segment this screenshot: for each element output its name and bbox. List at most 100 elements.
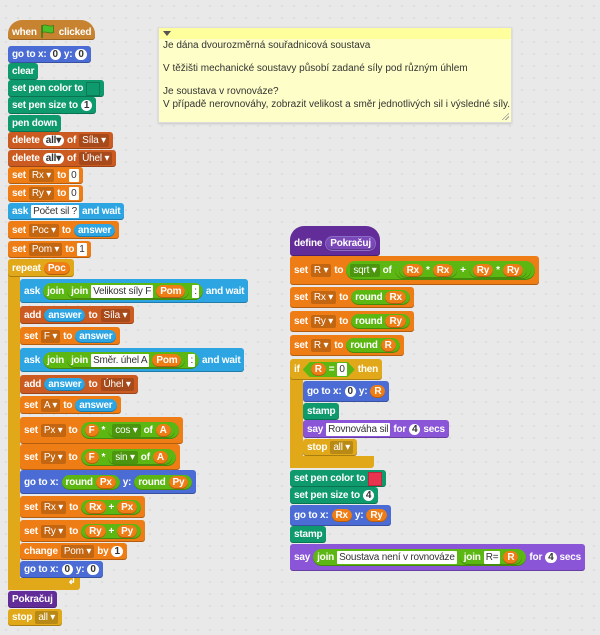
text-input[interactable]: : <box>188 353 196 367</box>
left-script-block[interactable]: stop all ▾ <box>8 609 63 626</box>
color-swatch[interactable] <box>86 81 101 96</box>
left-script-block[interactable]: set pen color to <box>8 80 105 97</box>
operator-reporter[interactable]: join Soustava není v rovnováze join R= R <box>313 549 527 566</box>
right-script-block[interactable]: set R ▾ to round R <box>290 335 404 356</box>
operator-reporter[interactable]: join R= R <box>459 550 523 565</box>
dropdown[interactable]: all ▾ <box>330 441 354 454</box>
number-input[interactable]: 1 <box>111 546 123 557</box>
variable-reporter[interactable]: Rx <box>331 509 352 522</box>
dropdown[interactable]: Poc ▾ <box>28 223 59 237</box>
left-script-block[interactable]: add answer to Síla ▾ <box>20 306 135 324</box>
number-input[interactable]: 0 <box>87 564 99 575</box>
variable-reporter[interactable]: R <box>311 363 326 376</box>
dropdown[interactable]: Ry ▾ <box>310 315 337 328</box>
left-script-block[interactable]: set Pom ▾ to 1 <box>8 241 91 258</box>
variable-reporter[interactable]: Rx <box>432 264 454 277</box>
text-input[interactable]: R= <box>483 551 501 564</box>
left-script-block[interactable]: set pen size to 1 <box>8 97 97 114</box>
left-script-block[interactable]: add answer to Úhel ▾ <box>20 375 138 394</box>
operator-reporter[interactable]: round Ry <box>351 314 410 329</box>
right-script-block[interactable]: go to x: 0 y: R <box>303 381 390 402</box>
operator-reporter[interactable]: join Velikost síly F Pom <box>67 283 190 299</box>
left-script-block[interactable]: delete all▾ of Síla ▾ <box>8 132 113 149</box>
variable-reporter[interactable]: R <box>370 385 386 398</box>
right-script-block[interactable]: stamp <box>303 403 340 420</box>
variable-reporter[interactable]: R <box>503 551 519 564</box>
variable-reporter[interactable]: Rx <box>402 264 424 277</box>
left-script-block[interactable]: set Poc ▾ to answer <box>8 221 120 239</box>
operator-reporter[interactable]: Rx + Px <box>81 499 142 515</box>
left-script-block[interactable]: set Ry ▾ to Ry + Py <box>20 520 146 542</box>
variable-reporter[interactable]: Rx <box>385 291 406 304</box>
dropdown[interactable]: Síla ▾ <box>100 308 131 322</box>
left-script-block[interactable]: set F ▾ to answer <box>20 327 121 345</box>
dropdown[interactable]: sqrt ▾ <box>350 264 380 277</box>
text-input[interactable]: Rovnováha sil <box>326 422 391 436</box>
right-script-block[interactable]: set Ry ▾ to round Ry <box>290 311 414 332</box>
dropdown[interactable]: Ry ▾ <box>28 187 55 200</box>
left-script-block[interactable]: Pokračuj <box>8 591 57 608</box>
right-script-block[interactable]: say Rovnováha sil for 4 secs <box>303 420 449 438</box>
boolean-condition[interactable]: R = 0 <box>303 362 355 377</box>
comment-header[interactable] <box>159 28 511 39</box>
variable-reporter[interactable]: A <box>152 450 168 464</box>
dropdown[interactable]: cos ▾ <box>112 424 141 437</box>
dropdown[interactable]: Py ▾ <box>40 450 66 464</box>
right-script-block[interactable]: if R = 0 then <box>290 359 383 380</box>
operator-reporter[interactable]: join Směr. úhel A Pom <box>67 352 186 368</box>
left-script-block[interactable]: ask join join Velikost síly F Pom: and wait <box>20 279 249 303</box>
dropdown[interactable]: Rx ▾ <box>40 500 67 514</box>
number-input[interactable]: 1 <box>80 100 93 111</box>
dropdown[interactable]: Úhel ▾ <box>100 378 134 391</box>
right-script-block[interactable]: set R ▾ to sqrt ▾ of Rx * Rx + Ry * Ry <box>290 256 540 285</box>
answer-reporter[interactable]: answer <box>75 398 117 412</box>
operator-reporter[interactable]: Ry + Py <box>81 523 142 539</box>
left-script-block[interactable]: set Px ▾ to F * cos ▾ of A <box>20 417 183 444</box>
dropdown[interactable]: Rx ▾ <box>310 291 337 304</box>
variable-reporter[interactable]: Pom <box>156 284 186 298</box>
collapse-triangle-icon[interactable] <box>163 31 171 36</box>
left-script-block[interactable]: repeat Poc <box>8 259 74 277</box>
text-input[interactable]: 0 <box>339 364 345 375</box>
operator-reporter[interactable]: join join Směr. úhel A Pom: <box>43 351 200 369</box>
right-script-block[interactable]: define Pokračuj <box>290 226 380 256</box>
dropdown[interactable]: sin ▾ <box>112 450 138 464</box>
number-input[interactable]: 0 <box>49 49 61 60</box>
left-script-block[interactable]: set Py ▾ to F * sin ▾ of A <box>20 444 180 470</box>
dropdown[interactable]: Síla ▾ <box>79 134 109 147</box>
number-input[interactable]: 0 <box>75 49 87 60</box>
dropdown[interactable]: F ▾ <box>40 329 61 343</box>
operator-reporter[interactable]: Ry * Ry <box>468 263 528 278</box>
operator-reporter[interactable]: round R <box>346 338 400 353</box>
color-swatch[interactable] <box>368 471 383 486</box>
operator-reporter[interactable]: round Rx <box>351 290 410 305</box>
left-script-block[interactable]: change Pom ▾ by 1 <box>20 543 127 560</box>
variable-reporter[interactable]: Ry <box>85 524 106 538</box>
variable-reporter[interactable]: Ry <box>385 315 406 328</box>
left-script-block[interactable]: set Rx ▾ to 0 <box>8 167 83 184</box>
text-input[interactable]: : <box>192 284 199 298</box>
operator-reporter[interactable]: sin ▾ of A <box>108 449 172 465</box>
left-script-block[interactable]: ask Počet sil ? and wait <box>8 203 125 220</box>
operator-reporter[interactable]: cos ▾ of A <box>108 423 175 438</box>
text-input[interactable]: Velikost síly F <box>91 284 154 298</box>
operator-reporter[interactable]: F * cos ▾ of A <box>80 422 179 439</box>
dropdown[interactable]: Pom ▾ <box>28 243 63 256</box>
number-input[interactable]: 4 <box>545 552 557 563</box>
right-script-block[interactable]: set Rx ▾ to round Rx <box>290 287 414 308</box>
dropdown[interactable]: Rx ▾ <box>28 169 55 182</box>
text-input[interactable]: Soustava není v rovnováze <box>337 551 457 564</box>
answer-reporter[interactable]: answer <box>44 378 86 391</box>
variable-reporter[interactable]: Rx <box>85 500 106 514</box>
dropdown[interactable]: Ry ▾ <box>40 524 67 538</box>
number-input[interactable]: 4 <box>362 490 375 501</box>
right-script-block[interactable]: go to x: Rx y: Ry <box>290 505 391 526</box>
operator-reporter[interactable]: round Py <box>134 474 193 490</box>
answer-reporter[interactable]: answer <box>75 329 117 343</box>
text-input[interactable]: Počet sil ? <box>31 205 80 218</box>
left-script-block[interactable]: set Ry ▾ to 0 <box>8 185 83 202</box>
variable-reporter[interactable]: Ry <box>472 264 494 277</box>
operator-reporter[interactable]: join join Velikost síly F Pom: <box>43 282 203 300</box>
variable-reporter[interactable]: Py <box>117 524 138 538</box>
operator-reporter[interactable]: round Px <box>61 474 120 490</box>
